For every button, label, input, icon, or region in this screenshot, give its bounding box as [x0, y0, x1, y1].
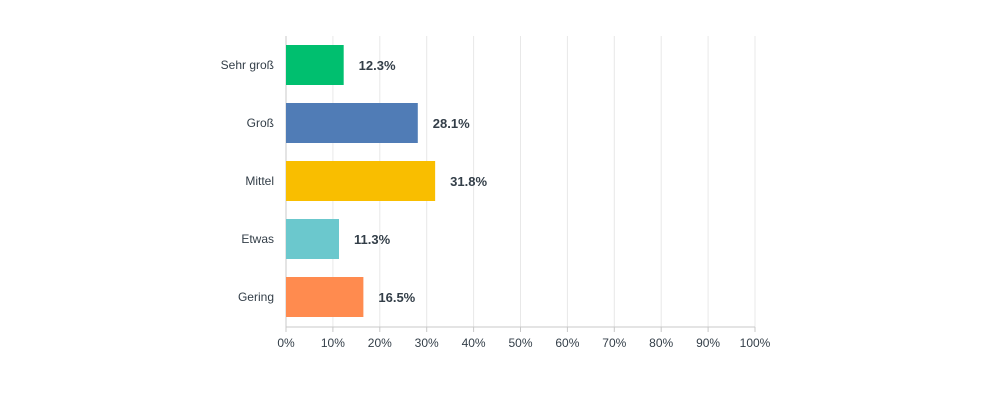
bar-3	[286, 161, 436, 201]
bar-4	[286, 219, 339, 259]
value-label: 16.5%	[378, 290, 415, 305]
category-label: Mittel	[245, 174, 274, 188]
value-label: 11.3%	[354, 232, 391, 247]
value-label: 12.3%	[359, 58, 396, 73]
x-tick-label: 50%	[508, 336, 532, 350]
bar-2	[286, 103, 418, 143]
x-tick-label: 70%	[602, 336, 626, 350]
category-label: Gering	[238, 290, 274, 304]
x-tick-label: 0%	[277, 336, 295, 350]
x-tick-label: 60%	[555, 336, 579, 350]
category-label: Groß	[247, 116, 274, 130]
x-tick-label: 30%	[415, 336, 439, 350]
category-label: Etwas	[241, 232, 274, 246]
value-label: 28.1%	[433, 116, 470, 131]
gridlines	[332, 36, 756, 327]
category-label: Sehr groß	[221, 58, 274, 72]
x-tick-label: 100%	[740, 336, 771, 350]
bars	[286, 45, 436, 317]
labels: 0% 10% 20% 30% 40% 50% 60% 70% 80% 90% 100% Sehr gr…	[221, 58, 771, 350]
bar-1	[286, 45, 344, 85]
x-tick-label: 20%	[368, 336, 392, 350]
x-tick-label: 10%	[321, 336, 345, 350]
value-label: 31.8%	[450, 174, 487, 189]
bar-5	[286, 277, 364, 317]
x-tick-label: 80%	[649, 336, 673, 350]
x-tick-label: 90%	[696, 336, 720, 350]
x-tick-label: 40%	[462, 336, 486, 350]
